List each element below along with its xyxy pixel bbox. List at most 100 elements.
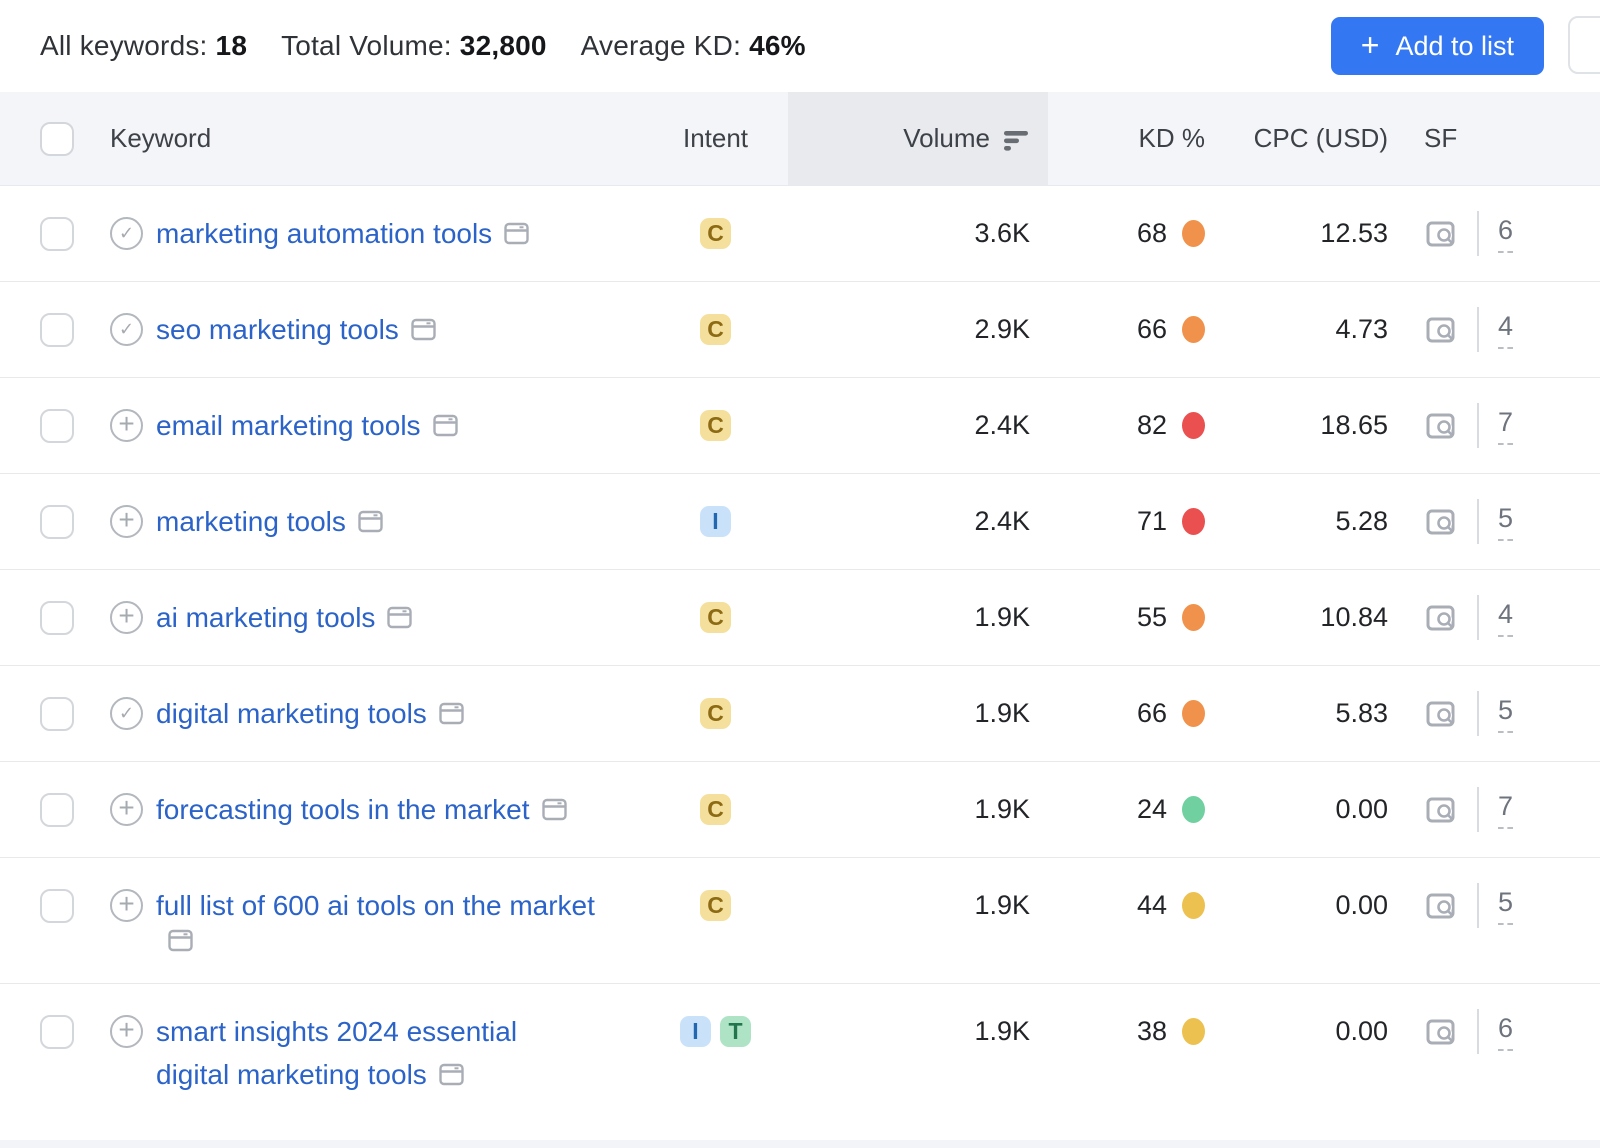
column-header-kd[interactable]: KD % <box>1138 123 1205 153</box>
cpc-value: 18.65 <box>1320 410 1388 440</box>
keyword-link[interactable]: email marketing tools <box>156 410 421 441</box>
column-header-cpc[interactable]: CPC (USD) <box>1253 123 1388 153</box>
keyword-state-icon[interactable] <box>110 793 143 826</box>
divider <box>1477 883 1479 928</box>
cpc-value: 4.73 <box>1335 314 1388 344</box>
sf-count[interactable]: 6 <box>1498 215 1514 253</box>
volume-value: 2.9K <box>974 314 1030 344</box>
row-checkbox[interactable] <box>40 504 74 539</box>
serp-features-icon[interactable] <box>432 412 459 444</box>
keyword-link[interactable]: marketing tools <box>156 506 346 537</box>
row-checkbox[interactable] <box>40 888 74 923</box>
total-volume-stat: Total Volume: 32,800 <box>281 30 547 62</box>
total-volume-label: Total Volume: <box>281 30 452 61</box>
keyword-state-icon[interactable] <box>110 217 143 250</box>
all-keywords-stat: All keywords: 18 <box>40 30 247 62</box>
sf-count[interactable]: 6 <box>1498 1013 1514 1051</box>
serp-features-icon[interactable] <box>438 700 465 732</box>
all-keywords-value: 18 <box>215 30 248 61</box>
add-to-list-button[interactable]: + Add to list <box>1330 17 1544 75</box>
view-serp-icon[interactable] <box>1424 697 1458 731</box>
intent-badge: C <box>700 890 731 921</box>
serp-features-icon[interactable] <box>167 927 194 959</box>
intent-badge: C <box>700 698 731 729</box>
view-serp-icon[interactable] <box>1424 889 1458 923</box>
kd-value: 38 <box>1136 1016 1167 1046</box>
row-checkbox[interactable] <box>40 696 74 731</box>
serp-features-icon[interactable] <box>541 796 568 828</box>
keyword-state-icon[interactable] <box>110 409 143 442</box>
cpc-value: 0.00 <box>1335 890 1388 920</box>
keyword-link[interactable]: smart insights 2024 essential digital ma… <box>156 1016 518 1090</box>
serp-features-icon[interactable] <box>386 604 413 636</box>
column-header-volume[interactable]: Volume <box>788 92 1048 185</box>
summary-bar: All keywords: 18 Total Volume: 32,800 Aver… <box>0 0 1600 92</box>
select-all-checkbox[interactable] <box>40 121 74 156</box>
keyword-link[interactable]: ai marketing tools <box>156 602 376 633</box>
intent-badge: C <box>700 314 731 345</box>
row-checkbox[interactable] <box>40 408 74 443</box>
keyword-link[interactable]: full list of 600 ai tools on the market <box>156 890 595 921</box>
kd-value: 44 <box>1136 890 1167 920</box>
keyword-link[interactable]: forecasting tools in the market <box>156 794 530 825</box>
divider <box>1477 499 1479 544</box>
keyword-state-icon[interactable] <box>110 505 143 538</box>
sf-count[interactable]: 5 <box>1498 503 1514 541</box>
column-header-keyword: Keyword <box>110 123 212 153</box>
table-header: Keyword Intent Volume KD % CPC (USD) SF <box>0 92 1600 185</box>
serp-features-icon[interactable] <box>410 316 437 348</box>
divider <box>1477 787 1479 832</box>
cpc-value: 0.00 <box>1335 1016 1388 1046</box>
divider <box>1477 403 1479 448</box>
cpc-value: 0.00 <box>1335 794 1388 824</box>
keyword-link[interactable]: digital marketing tools <box>156 698 427 729</box>
row-checkbox[interactable] <box>40 312 74 347</box>
keyword-state-icon[interactable] <box>110 601 143 634</box>
cpc-value: 5.83 <box>1335 698 1388 728</box>
view-serp-icon[interactable] <box>1424 409 1458 443</box>
view-serp-icon[interactable] <box>1424 505 1458 539</box>
kd-difficulty-dot <box>1182 412 1205 439</box>
sf-count[interactable]: 5 <box>1498 887 1514 925</box>
serp-features-icon[interactable] <box>503 220 530 252</box>
view-serp-icon[interactable] <box>1424 217 1458 251</box>
average-kd-stat: Average KD: 46% <box>581 30 806 62</box>
cpc-value: 12.53 <box>1320 218 1388 248</box>
view-serp-icon[interactable] <box>1424 313 1458 347</box>
sf-count[interactable]: 4 <box>1498 599 1514 637</box>
keyword-state-icon[interactable] <box>110 1015 143 1048</box>
sf-count[interactable]: 7 <box>1498 791 1514 829</box>
view-serp-icon[interactable] <box>1424 1015 1458 1049</box>
view-serp-icon[interactable] <box>1424 793 1458 827</box>
serp-features-icon[interactable] <box>438 1061 465 1093</box>
column-header-sf[interactable]: SF <box>1424 123 1458 153</box>
keyword-link[interactable]: seo marketing tools <box>156 314 399 345</box>
partially-visible-button[interactable] <box>1568 16 1600 74</box>
divider <box>1477 307 1479 352</box>
keyword-state-icon[interactable] <box>110 889 143 922</box>
table-row: marketing automation tools C 3.6K 68 12.… <box>0 185 1600 281</box>
row-checkbox[interactable] <box>40 600 74 635</box>
row-checkbox[interactable] <box>40 792 74 827</box>
keyword-state-icon[interactable] <box>110 697 143 730</box>
column-header-intent: Intent <box>682 123 749 153</box>
kd-value: 55 <box>1136 602 1167 632</box>
cpc-value: 10.84 <box>1320 602 1388 632</box>
sf-count[interactable]: 7 <box>1498 407 1514 445</box>
volume-value: 1.9K <box>974 698 1030 728</box>
sf-count[interactable]: 4 <box>1498 311 1514 349</box>
view-serp-icon[interactable] <box>1424 601 1458 635</box>
table-body: marketing automation tools C 3.6K 68 12.… <box>0 185 1600 1120</box>
volume-value: 3.6K <box>974 218 1030 248</box>
sf-count[interactable]: 5 <box>1498 695 1514 733</box>
kd-difficulty-dot <box>1182 892 1205 919</box>
row-checkbox[interactable] <box>40 216 74 251</box>
row-checkbox[interactable] <box>40 1014 74 1049</box>
intent-badge: C <box>700 794 731 825</box>
volume-value: 1.9K <box>974 890 1030 920</box>
keyword-state-icon[interactable] <box>110 313 143 346</box>
keyword-link[interactable]: marketing automation tools <box>156 218 493 249</box>
serp-features-icon[interactable] <box>357 508 384 540</box>
cpc-value: 5.28 <box>1335 506 1388 536</box>
intent-badge: I <box>700 506 731 537</box>
